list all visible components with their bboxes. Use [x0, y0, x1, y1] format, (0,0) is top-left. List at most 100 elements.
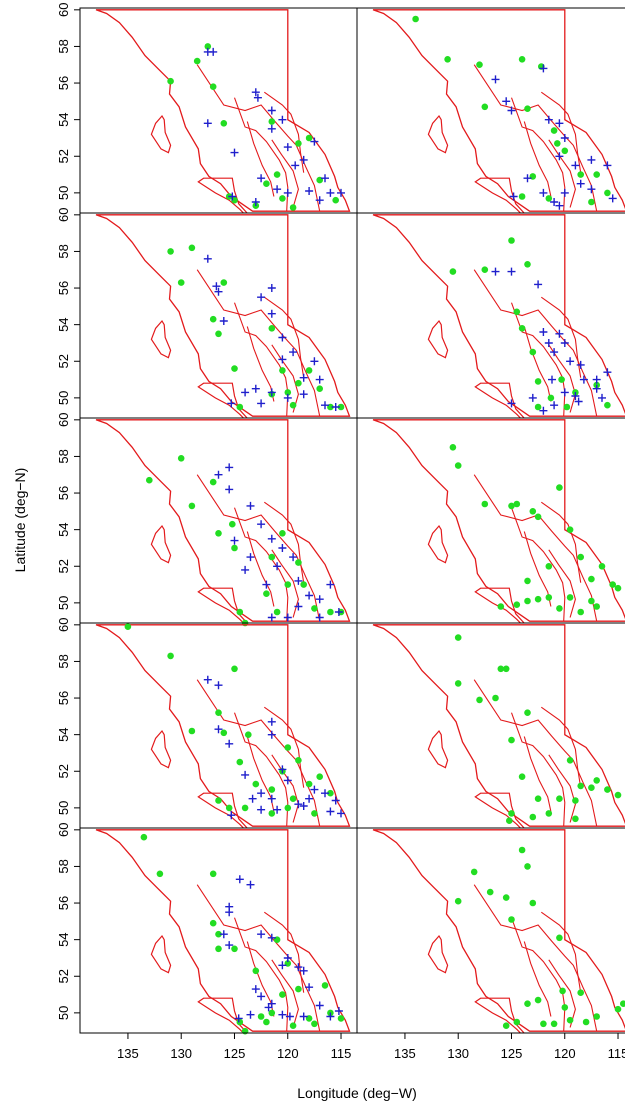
data-point-plus: [203, 119, 212, 128]
data-point-plus: [267, 106, 276, 115]
data-point-plus: [560, 188, 569, 197]
map-region-boundary: [196, 269, 321, 417]
data-point-dot: [508, 916, 515, 923]
data-point-plus: [241, 388, 250, 397]
data-point-dot: [554, 140, 561, 147]
x-tick-label: 135: [394, 1046, 416, 1061]
data-point-dot: [449, 444, 457, 451]
map-island: [150, 524, 172, 564]
data-point-plus: [278, 1010, 287, 1019]
province-map: [372, 214, 625, 418]
data-point-dot: [593, 171, 600, 178]
y-tick-label: 50: [56, 1006, 71, 1020]
data-point-dot: [279, 367, 286, 374]
data-point-plus: [326, 807, 335, 816]
data-point-plus: [598, 393, 606, 402]
map-region-boundary: [548, 754, 576, 823]
data-point-dot: [295, 379, 302, 387]
data-point-dot: [566, 526, 574, 533]
map-region-boundary: [271, 344, 299, 413]
data-point-plus: [267, 534, 276, 543]
data-point-dot: [295, 757, 302, 764]
map-region-boundary: [540, 911, 582, 993]
points: [449, 444, 622, 616]
data-point-dot: [231, 945, 238, 953]
x-axis: 135 130 125 120 115 135 130 125 120 115: [117, 1033, 625, 1061]
data-point-dot: [337, 403, 345, 411]
y-tick-label: 60: [56, 413, 71, 427]
map-island: [474, 382, 525, 418]
data-point-plus: [228, 192, 237, 201]
data-point-plus: [246, 501, 255, 510]
data-point-dot: [177, 279, 185, 286]
data-point-dot: [502, 1022, 510, 1029]
data-point-plus: [587, 155, 596, 164]
data-point-dot: [327, 789, 334, 797]
data-point-plus: [555, 329, 564, 338]
data-point-dot: [545, 810, 553, 817]
data-point-dot: [566, 757, 574, 764]
data-point-dot: [577, 989, 584, 996]
data-point-dot: [470, 868, 478, 876]
data-point-dot: [529, 348, 537, 356]
y-tick-label: 52: [56, 969, 71, 983]
data-point-plus: [555, 119, 564, 128]
province-map: [372, 419, 625, 623]
data-point-dot: [268, 553, 276, 561]
data-point-dot: [572, 815, 579, 823]
y-tick-label: 58: [56, 39, 71, 53]
data-point-dot: [481, 500, 489, 508]
data-point-dot: [295, 140, 302, 147]
y-tick-label: 56: [56, 691, 71, 705]
data-point-plus: [560, 134, 569, 142]
data-point-plus: [491, 75, 500, 84]
data-point-plus: [257, 930, 266, 939]
data-point-dot: [566, 1016, 574, 1024]
data-point-plus: [548, 375, 556, 384]
data-point-dot: [231, 665, 238, 673]
data-point-plus: [253, 93, 262, 102]
data-point-dot: [236, 608, 244, 616]
data-point-dot: [534, 403, 542, 411]
data-point-plus: [299, 373, 308, 382]
data-point-plus: [560, 339, 569, 347]
data-point-dot: [524, 1000, 531, 1007]
data-point-dot: [215, 930, 222, 938]
data-point-plus: [267, 309, 276, 318]
y-tick-label: 50: [56, 596, 71, 610]
data-point-dot: [220, 729, 228, 737]
data-point-dot: [588, 198, 595, 206]
map-island: [150, 729, 172, 769]
y-tick-label: 58: [56, 244, 71, 258]
map-boundary: [95, 624, 351, 827]
y-axis-title: Latitude (deg−N): [12, 468, 28, 573]
data-point-dot: [236, 1018, 244, 1026]
panel-frame: [356, 212, 625, 419]
map-region-boundary: [540, 706, 582, 788]
data-point-plus: [326, 1012, 335, 1021]
map-region-boundary: [233, 507, 289, 622]
data-point-dot: [550, 127, 558, 134]
data-point-plus: [273, 185, 282, 194]
data-point-plus: [246, 1010, 255, 1019]
data-point-plus: [230, 148, 239, 157]
data-point-dot: [598, 563, 606, 570]
data-point-plus: [310, 137, 319, 146]
data-point-plus: [310, 785, 319, 794]
data-point-dot: [263, 590, 270, 597]
data-point-plus: [283, 188, 292, 197]
data-point-dot: [561, 1004, 569, 1011]
data-point-dot: [454, 634, 462, 641]
data-point-plus: [337, 188, 345, 197]
data-point-plus: [299, 966, 308, 975]
data-point-plus: [257, 293, 266, 302]
data-point-dot: [534, 513, 542, 521]
data-point-plus: [219, 930, 228, 939]
data-point-plus: [267, 730, 276, 739]
data-point-plus: [214, 287, 223, 296]
data-point-dot: [556, 605, 563, 612]
data-point-dot: [273, 171, 281, 178]
map-region-boundary: [263, 296, 305, 378]
data-point-dot: [454, 462, 462, 469]
data-point-dot: [289, 1022, 297, 1029]
